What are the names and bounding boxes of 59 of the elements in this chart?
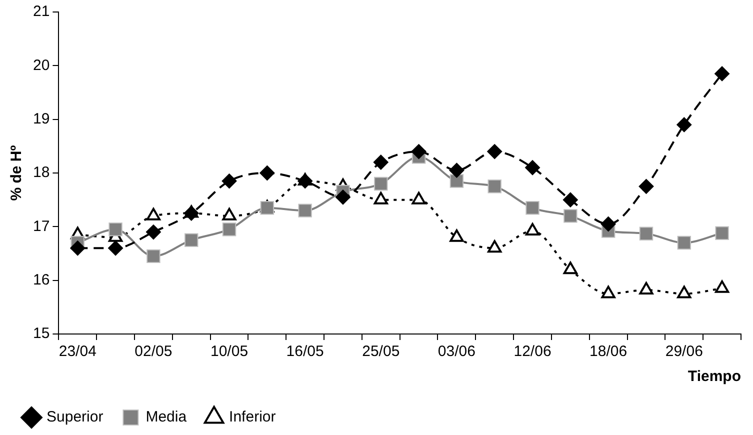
x-tick-label: 29/06 (665, 343, 703, 360)
y-tick-label: 15 (32, 325, 50, 342)
y-tick-label: 16 (32, 271, 50, 288)
y-axis-title: % de Hº (8, 144, 26, 201)
point (488, 240, 502, 253)
point (146, 249, 160, 264)
x-tick-label: 18/06 (590, 343, 628, 360)
point (374, 176, 388, 191)
point (525, 160, 540, 176)
point (260, 201, 274, 215)
point (450, 229, 464, 242)
point (335, 190, 350, 205)
x-tick-label: 03/06 (438, 343, 476, 360)
x-tick-label: 02/05 (134, 343, 172, 360)
point (449, 162, 464, 178)
x-tick-label: 23/04 (58, 343, 96, 360)
x-tick-label: 10/05 (210, 343, 248, 360)
point (600, 216, 616, 232)
point (677, 236, 692, 250)
point (411, 144, 426, 160)
point (562, 192, 578, 208)
x-tick-label: 16/05 (286, 343, 324, 360)
point (639, 282, 654, 294)
x-axis-title: Tiempo (688, 368, 741, 386)
point (450, 174, 464, 188)
y-tick-label: 17 (32, 218, 50, 235)
point (184, 233, 198, 247)
y-tick-label: 18 (32, 164, 50, 182)
point (373, 154, 388, 170)
point (298, 204, 312, 218)
point (108, 222, 122, 236)
point (676, 117, 692, 132)
point (639, 226, 654, 241)
point (601, 286, 616, 298)
point (222, 222, 236, 236)
y-tick-label: 20 (32, 56, 50, 74)
point (638, 178, 654, 194)
legend-label: Media (146, 408, 188, 426)
point (714, 280, 730, 293)
point (564, 209, 578, 223)
x-tick-label: 25/05 (362, 343, 400, 360)
point (526, 201, 540, 215)
point (714, 66, 730, 82)
x-tick-label: 12/06 (514, 343, 552, 360)
point (715, 226, 729, 240)
point (677, 286, 692, 298)
legend-label: Inferior (229, 408, 276, 426)
point (488, 180, 502, 194)
point (70, 240, 86, 256)
point (563, 262, 578, 274)
y-tick-label: 19 (32, 110, 50, 128)
legend-label: Superior (46, 408, 104, 426)
point (487, 144, 502, 160)
point (222, 174, 237, 189)
point (260, 166, 275, 180)
point (146, 224, 161, 240)
y-tick-label: 21 (32, 3, 50, 20)
point (108, 240, 124, 256)
point (525, 222, 540, 236)
